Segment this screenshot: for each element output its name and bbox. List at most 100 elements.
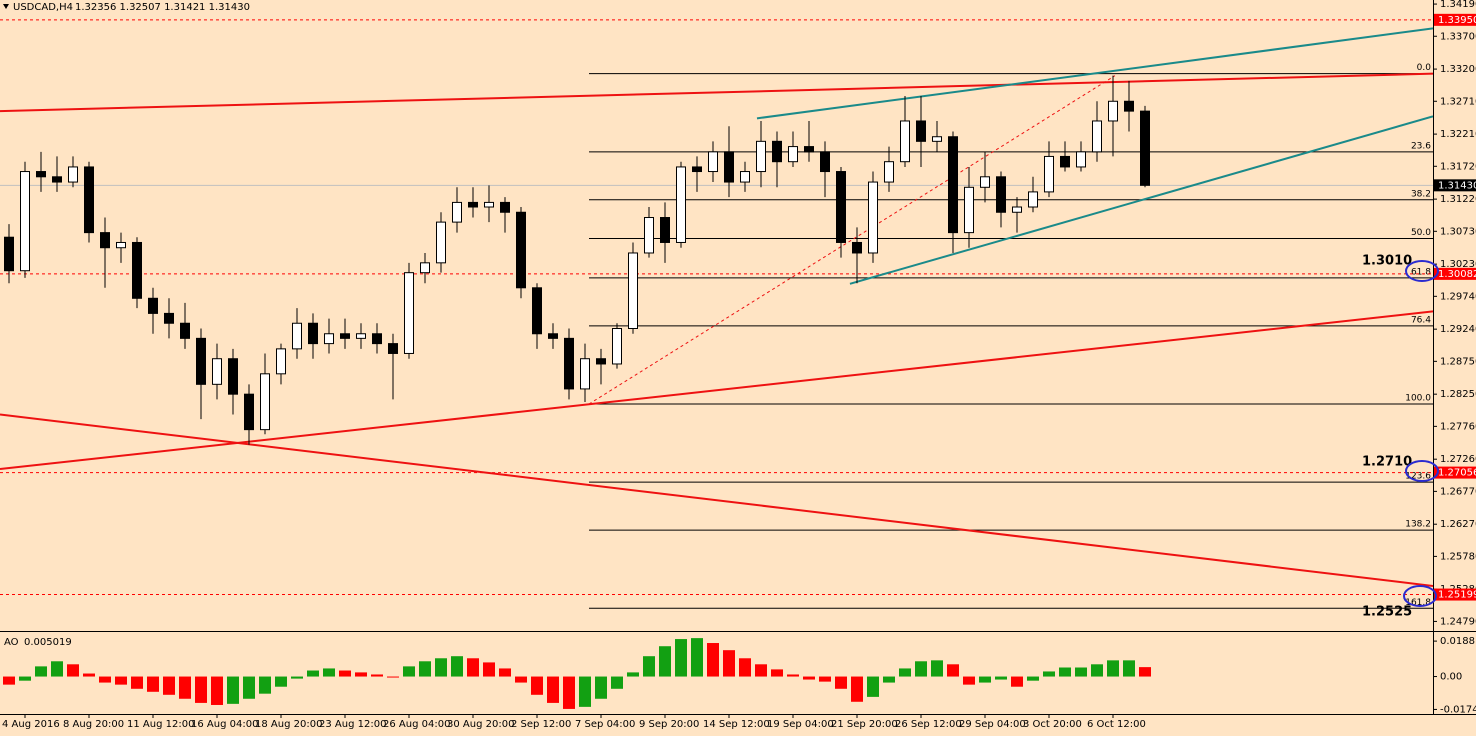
candle-body	[1076, 151, 1086, 168]
fib-label: 100.0	[1405, 394, 1431, 404]
y-tick-label: 1.34190	[1440, 0, 1476, 10]
ao-bar	[227, 676, 239, 704]
candle-body	[676, 166, 686, 243]
y-tick-label: 1.29740	[1440, 291, 1476, 302]
x-tick-label: 4 Aug 2016	[2, 719, 60, 730]
fib-label: 161.8	[1405, 598, 1431, 608]
candle-body	[196, 337, 206, 385]
x-tick-label: 3 Oct 20:00	[1023, 719, 1082, 730]
y-tick-label: 1.26270	[1440, 519, 1476, 530]
candle-body	[244, 393, 254, 431]
candle-body	[68, 166, 78, 183]
ao-bar	[1059, 667, 1071, 677]
trendline	[0, 72, 1433, 113]
annotation: 1.2710	[1362, 455, 1412, 470]
ao-panel	[3, 638, 1151, 709]
indicator-value: 0.005019	[24, 637, 72, 648]
y-tick-label: 1.32210	[1440, 129, 1476, 140]
candle-body	[308, 322, 318, 345]
ao-bar	[931, 660, 943, 677]
candle-body	[388, 343, 398, 354]
ao-bar	[755, 664, 767, 677]
current-price-label: 1.31430	[1438, 180, 1476, 191]
candle-body	[756, 140, 766, 173]
candle-body	[1012, 206, 1022, 213]
ao-bar	[595, 676, 607, 699]
symbol: USDCAD,H4	[13, 2, 73, 13]
candle-body	[1124, 100, 1134, 112]
y-tick-label: 1.30230	[1440, 259, 1476, 270]
ao-bar	[947, 664, 959, 677]
ao-bar	[579, 676, 591, 707]
annotation: 1.2525	[1362, 605, 1412, 620]
x-tick-label: 11 Aug 12:00	[127, 719, 194, 730]
ao-tick-label: 0.018814	[1440, 636, 1476, 647]
candle-body	[548, 333, 558, 339]
candle-body	[772, 140, 782, 163]
ao-bar	[1043, 671, 1055, 677]
ao-bar	[995, 676, 1007, 680]
ao-bar	[243, 676, 255, 699]
candle-body	[132, 241, 142, 299]
y-tick-label: 1.30730	[1440, 226, 1476, 237]
candle-body	[996, 176, 1006, 213]
candle-body	[52, 176, 62, 183]
candle-body	[532, 287, 542, 335]
ao-bar	[323, 668, 335, 677]
ao-bar	[1011, 676, 1023, 687]
candle-body	[612, 328, 622, 365]
y-tick-label: 1.24790	[1440, 616, 1476, 627]
fib-label: 38.2	[1411, 189, 1431, 199]
ao-tick-label: 0.00	[1440, 672, 1462, 683]
candle-body	[516, 211, 526, 289]
ao-tick-label: -0.01746	[1440, 704, 1476, 715]
ao-bar	[899, 668, 911, 677]
y-tick-label: 1.27760	[1440, 421, 1476, 432]
candle-body	[324, 333, 334, 345]
ao-bar	[195, 676, 207, 703]
candle-body	[868, 181, 878, 254]
candle-body	[708, 151, 718, 173]
candle-body	[948, 136, 958, 234]
y-tick-label: 1.28250	[1440, 389, 1476, 400]
candle-body	[84, 166, 94, 234]
x-tick-label: 8 Aug 20:00	[63, 719, 124, 730]
candle-body	[452, 201, 462, 223]
x-tick-label: 21 Sep 20:00	[831, 719, 898, 730]
ao-bar	[259, 676, 271, 694]
ao-bar	[803, 676, 815, 680]
candle-body	[484, 201, 494, 208]
ao-bar	[339, 670, 351, 677]
y-tick-label: 1.33200	[1440, 64, 1476, 75]
ao-bar	[1091, 664, 1103, 677]
ao-bar	[627, 672, 639, 677]
ao-bar	[115, 676, 127, 685]
ao-bar	[787, 674, 799, 677]
x-tick-label: 23 Aug 12:00	[319, 719, 386, 730]
fib-label: 61.8	[1411, 267, 1431, 277]
candle-body	[1060, 155, 1070, 168]
candle-body	[228, 358, 238, 395]
candle-body	[820, 151, 830, 173]
ao-bar	[355, 672, 367, 677]
candle-body	[916, 120, 926, 142]
candle-body	[804, 146, 814, 153]
x-tick-label: 30 Aug 20:00	[447, 719, 514, 730]
candle-body	[180, 322, 190, 339]
candle-body	[788, 146, 798, 163]
candle-body	[660, 217, 670, 243]
highlight-circle	[1405, 260, 1439, 282]
menu-arrow[interactable]	[3, 4, 9, 9]
x-tick-label: 6 Oct 12:00	[1087, 719, 1146, 730]
ao-bar	[1075, 667, 1087, 677]
ao-bar	[483, 662, 495, 677]
ao-bar	[451, 656, 463, 677]
highlight-circle	[1405, 460, 1439, 482]
ao-bar	[1139, 667, 1151, 677]
candle-body	[1044, 155, 1054, 193]
candle-body	[980, 176, 990, 188]
current-price-tag	[1434, 179, 1476, 192]
fib-label: 123.6	[1405, 472, 1431, 482]
candle-body	[740, 171, 750, 183]
ao-bar	[1027, 676, 1039, 681]
